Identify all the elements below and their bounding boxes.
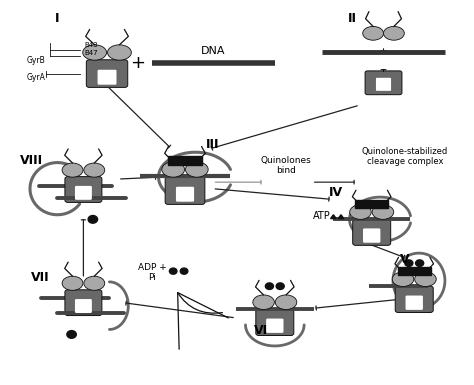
Text: GyrA: GyrA: [27, 73, 46, 82]
FancyBboxPatch shape: [266, 318, 283, 333]
FancyBboxPatch shape: [65, 177, 102, 203]
Bar: [398, 267, 431, 275]
Text: GyrB: GyrB: [27, 56, 46, 65]
FancyBboxPatch shape: [376, 78, 391, 91]
Ellipse shape: [84, 163, 105, 177]
FancyBboxPatch shape: [395, 286, 433, 313]
Ellipse shape: [108, 45, 131, 60]
FancyBboxPatch shape: [75, 186, 92, 200]
Text: ATP: ATP: [313, 211, 330, 221]
Ellipse shape: [392, 272, 414, 286]
Bar: [167, 156, 202, 165]
Text: II: II: [348, 12, 357, 25]
Text: Quinolones
bind: Quinolones bind: [261, 156, 311, 175]
Polygon shape: [330, 215, 336, 219]
Text: DNA: DNA: [201, 46, 226, 56]
Text: B43: B43: [85, 42, 99, 49]
Text: I: I: [55, 12, 60, 25]
FancyBboxPatch shape: [365, 71, 402, 95]
Ellipse shape: [162, 162, 184, 177]
Ellipse shape: [350, 205, 371, 219]
Ellipse shape: [363, 27, 383, 40]
Text: V: V: [400, 253, 410, 266]
Ellipse shape: [83, 45, 107, 60]
Bar: [355, 200, 388, 208]
Ellipse shape: [84, 276, 105, 290]
Text: B47: B47: [85, 50, 99, 56]
Ellipse shape: [275, 295, 297, 310]
Circle shape: [416, 260, 424, 266]
FancyBboxPatch shape: [65, 290, 102, 316]
Ellipse shape: [415, 272, 436, 286]
Ellipse shape: [372, 205, 394, 219]
FancyBboxPatch shape: [256, 309, 294, 335]
Ellipse shape: [185, 162, 208, 177]
FancyArrowPatch shape: [178, 293, 228, 349]
Ellipse shape: [62, 163, 83, 177]
Polygon shape: [338, 215, 344, 219]
Text: VII: VII: [31, 271, 50, 284]
Text: ADP +
Pi: ADP + Pi: [137, 263, 166, 282]
FancyBboxPatch shape: [86, 60, 128, 87]
FancyBboxPatch shape: [75, 299, 92, 313]
FancyBboxPatch shape: [98, 70, 117, 85]
Text: Quinolone-stabilized
cleavage complex: Quinolone-stabilized cleavage complex: [362, 147, 448, 166]
Circle shape: [88, 216, 98, 223]
Ellipse shape: [383, 27, 404, 40]
Circle shape: [405, 260, 413, 266]
Text: +: +: [130, 54, 145, 72]
FancyBboxPatch shape: [165, 177, 205, 204]
FancyBboxPatch shape: [176, 187, 194, 202]
Ellipse shape: [62, 276, 83, 290]
Text: VI: VI: [254, 325, 268, 337]
FancyBboxPatch shape: [363, 228, 381, 243]
Text: IV: IV: [329, 186, 343, 199]
Circle shape: [169, 268, 177, 274]
FancyBboxPatch shape: [406, 296, 423, 310]
Text: VIII: VIII: [19, 154, 43, 167]
FancyBboxPatch shape: [353, 219, 391, 245]
Ellipse shape: [253, 295, 274, 310]
Text: III: III: [206, 138, 220, 151]
Circle shape: [276, 283, 284, 290]
Circle shape: [180, 268, 188, 274]
Circle shape: [67, 331, 76, 338]
Circle shape: [265, 283, 273, 290]
